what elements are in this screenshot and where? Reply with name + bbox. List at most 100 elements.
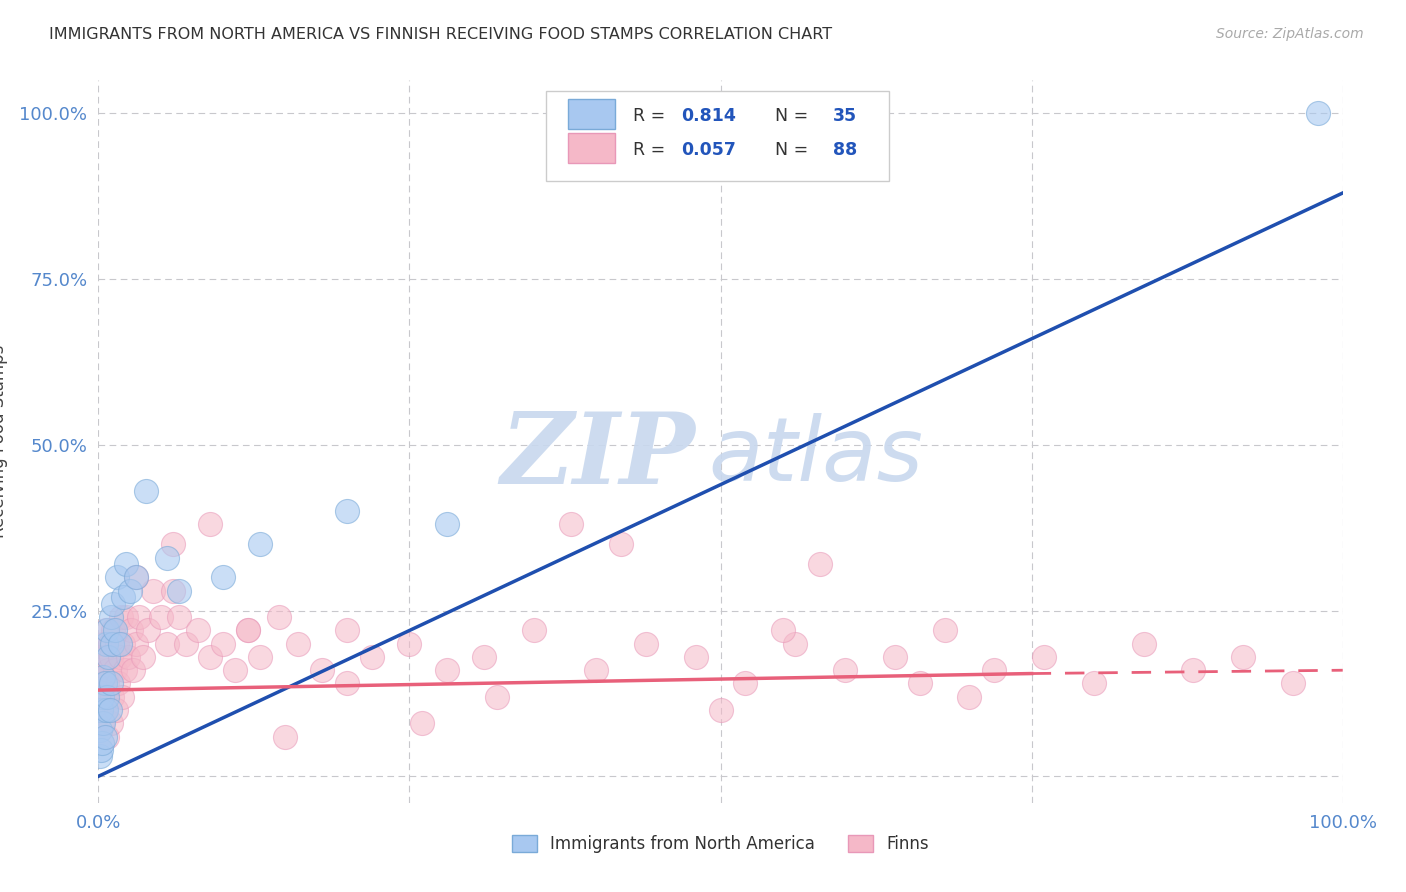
Point [104, 624, 127, 638]
Point [114, 610, 136, 624]
FancyBboxPatch shape [568, 133, 614, 163]
Point [98, 637, 121, 651]
Point [135, 484, 157, 499]
Text: ZIP: ZIP [501, 408, 696, 504]
Point [94, 624, 117, 638]
Text: 0.057: 0.057 [681, 141, 735, 159]
Point [934, 624, 956, 638]
Point [91, 690, 114, 704]
Point [105, 570, 128, 584]
Point [97, 663, 120, 677]
Point [96, 624, 118, 638]
Point [734, 676, 756, 690]
Point [91, 670, 114, 684]
Point [311, 663, 333, 677]
Point [93, 676, 115, 690]
Point [89, 703, 111, 717]
Point [883, 650, 905, 665]
Text: 35: 35 [832, 107, 856, 125]
Point [136, 624, 159, 638]
Point [585, 663, 607, 677]
Point [156, 550, 179, 565]
Text: R =: R = [634, 107, 671, 125]
FancyBboxPatch shape [547, 91, 889, 181]
Point [104, 663, 127, 677]
Point [100, 716, 122, 731]
Point [128, 610, 150, 624]
Point [411, 716, 433, 731]
Point [104, 703, 127, 717]
Point [156, 637, 179, 651]
Point [560, 517, 582, 532]
Point [398, 637, 420, 651]
Point [1306, 106, 1329, 120]
Y-axis label: Receiving Food Stamps: Receiving Food Stamps [0, 345, 8, 538]
Point [89, 723, 111, 737]
Point [436, 517, 458, 532]
Point [111, 690, 134, 704]
Point [983, 663, 1005, 677]
Legend: Immigrants from North America, Finns: Immigrants from North America, Finns [505, 828, 936, 860]
Point [93, 703, 115, 717]
Point [224, 663, 246, 677]
Point [108, 650, 131, 665]
Point [1182, 663, 1205, 677]
Point [274, 730, 297, 744]
Point [187, 624, 209, 638]
Point [93, 676, 115, 690]
Point [523, 624, 546, 638]
Point [89, 663, 111, 677]
Point [336, 624, 359, 638]
Point [200, 650, 222, 665]
Point [125, 570, 148, 584]
Point [94, 637, 117, 651]
Point [336, 504, 359, 518]
Point [91, 736, 114, 750]
Point [114, 557, 136, 571]
Point [93, 730, 115, 744]
Point [1282, 676, 1305, 690]
Text: IMMIGRANTS FROM NORTH AMERICA VS FINNISH RECEIVING FOOD STAMPS CORRELATION CHART: IMMIGRANTS FROM NORTH AMERICA VS FINNISH… [49, 27, 832, 42]
Point [107, 676, 129, 690]
Point [785, 637, 807, 651]
Point [101, 637, 124, 651]
Point [211, 570, 233, 584]
Point [908, 676, 931, 690]
Point [685, 650, 707, 665]
Point [110, 610, 132, 624]
Text: atlas: atlas [709, 413, 922, 499]
Point [108, 637, 131, 651]
Text: R =: R = [634, 141, 671, 159]
Point [96, 730, 118, 744]
Point [89, 749, 111, 764]
Point [249, 650, 271, 665]
Point [103, 597, 125, 611]
Point [162, 583, 184, 598]
Point [103, 624, 125, 638]
Point [772, 624, 794, 638]
Point [162, 537, 184, 551]
Point [122, 663, 145, 677]
Point [236, 624, 259, 638]
Point [112, 591, 135, 605]
Point [287, 637, 309, 651]
Point [96, 676, 118, 690]
Text: N =: N = [763, 141, 814, 159]
Point [142, 583, 165, 598]
Point [93, 650, 115, 665]
Point [94, 690, 117, 704]
Point [100, 610, 122, 624]
Point [236, 624, 259, 638]
Point [120, 624, 142, 638]
Point [112, 637, 135, 651]
Point [361, 650, 384, 665]
Point [90, 743, 112, 757]
Point [114, 663, 136, 677]
Point [132, 650, 155, 665]
Point [100, 676, 122, 690]
Point [1033, 650, 1056, 665]
Point [1232, 650, 1254, 665]
Point [959, 690, 981, 704]
Point [90, 703, 112, 717]
Point [91, 716, 114, 731]
